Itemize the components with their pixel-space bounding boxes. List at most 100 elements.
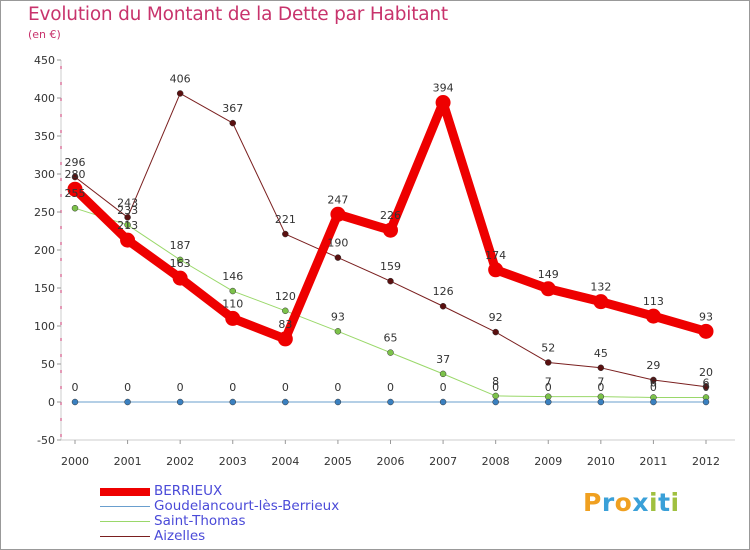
data-label: 6 bbox=[703, 376, 710, 389]
data-label: 394 bbox=[433, 82, 454, 95]
data-label: 174 bbox=[485, 249, 506, 262]
x-tick-label: 2012 bbox=[692, 455, 720, 468]
x-tick-label: 2011 bbox=[639, 455, 667, 468]
data-point bbox=[645, 308, 661, 324]
data-label: 0 bbox=[597, 381, 604, 394]
y-tick-label: 350 bbox=[34, 130, 55, 143]
data-point bbox=[492, 398, 499, 406]
data-label: 187 bbox=[170, 239, 191, 252]
data-point bbox=[650, 376, 657, 384]
data-label: 0 bbox=[650, 381, 657, 394]
data-point bbox=[488, 262, 504, 278]
logo-letter: t bbox=[658, 488, 671, 517]
data-label: 247 bbox=[327, 193, 348, 206]
legend-label: BERRIEUX bbox=[154, 483, 223, 499]
x-tick-label: 2000 bbox=[61, 455, 89, 468]
data-label: 0 bbox=[334, 381, 341, 394]
data-label: 159 bbox=[380, 260, 401, 273]
data-label: 149 bbox=[538, 268, 559, 281]
data-label: 367 bbox=[222, 102, 243, 115]
data-point bbox=[334, 398, 342, 406]
data-label: 7 bbox=[545, 376, 552, 389]
legend-label: Saint-Thomas bbox=[154, 513, 246, 529]
data-label: 0 bbox=[229, 381, 236, 394]
data-label: 255 bbox=[65, 187, 86, 200]
data-point bbox=[71, 204, 79, 212]
data-label: 213 bbox=[117, 219, 138, 232]
legend-swatch bbox=[100, 506, 150, 507]
logo-letter: P bbox=[583, 488, 602, 517]
data-point bbox=[702, 383, 710, 391]
data-label: 65 bbox=[384, 332, 398, 345]
data-point bbox=[71, 398, 79, 406]
x-tick-label: 2008 bbox=[482, 455, 510, 468]
data-label: 52 bbox=[541, 341, 555, 354]
y-tick-label: 150 bbox=[34, 282, 55, 295]
data-label: 280 bbox=[65, 168, 86, 181]
y-tick-label: 100 bbox=[34, 320, 55, 333]
data-label: 29 bbox=[646, 359, 660, 372]
x-tick-label: 2004 bbox=[271, 455, 299, 468]
y-tick-label: 200 bbox=[34, 244, 55, 257]
data-label: 406 bbox=[170, 72, 191, 85]
data-label: 93 bbox=[331, 310, 345, 323]
x-tick-label: 2005 bbox=[324, 455, 352, 468]
proxiti-logo: Proxiti bbox=[583, 488, 680, 517]
data-point bbox=[172, 270, 188, 286]
data-point bbox=[387, 398, 394, 406]
data-point bbox=[593, 294, 609, 310]
data-point bbox=[67, 181, 83, 197]
data-label: 243 bbox=[117, 196, 138, 209]
data-label: 233 bbox=[117, 204, 138, 217]
x-tick-label: 2001 bbox=[114, 455, 142, 468]
data-label: 146 bbox=[222, 270, 243, 283]
data-label: 226 bbox=[380, 209, 401, 222]
data-point bbox=[229, 119, 236, 127]
data-label: 0 bbox=[282, 381, 289, 394]
data-point bbox=[540, 281, 556, 297]
data-point bbox=[330, 206, 346, 222]
logo-letter: i bbox=[670, 488, 680, 517]
legend-swatch bbox=[100, 488, 150, 496]
data-label: 0 bbox=[492, 381, 499, 394]
data-point bbox=[71, 173, 79, 181]
data-label: 93 bbox=[699, 310, 713, 323]
data-point bbox=[229, 287, 236, 295]
data-label: 0 bbox=[177, 381, 184, 394]
data-point bbox=[120, 232, 136, 248]
x-tick-label: 2007 bbox=[429, 455, 457, 468]
data-point bbox=[439, 398, 447, 406]
y-tick-label: 450 bbox=[34, 54, 55, 67]
y-tick-label: 250 bbox=[34, 206, 55, 219]
data-point bbox=[439, 302, 447, 310]
logo-letter: i bbox=[649, 488, 659, 517]
data-label: 113 bbox=[643, 295, 664, 308]
data-label: 37 bbox=[436, 353, 450, 366]
chart-plot: 296 243 406 367 221 190 159 126 92 52 45 29 20 255 233… bbox=[65, 72, 714, 406]
data-point bbox=[229, 398, 236, 406]
x-tick-label: 2003 bbox=[219, 455, 247, 468]
data-point bbox=[176, 256, 184, 264]
data-label: 0 bbox=[440, 381, 447, 394]
data-point bbox=[225, 310, 241, 326]
legend-swatch bbox=[100, 536, 150, 537]
logo-letter: o bbox=[614, 488, 633, 517]
data-point bbox=[334, 328, 342, 335]
logo-letter: x bbox=[632, 488, 649, 517]
data-point bbox=[597, 398, 605, 406]
data-point bbox=[702, 398, 710, 406]
y-tick-label: 400 bbox=[34, 92, 55, 105]
data-label: 0 bbox=[72, 381, 79, 394]
data-point bbox=[282, 398, 289, 406]
chart-subtitle: (en €) bbox=[28, 28, 61, 41]
data-label: 7 bbox=[597, 376, 604, 389]
data-point bbox=[383, 222, 398, 238]
data-point bbox=[650, 398, 657, 406]
data-point bbox=[698, 323, 714, 339]
chart-title: Evolution du Montant de la Dette par Hab… bbox=[28, 4, 448, 25]
data-label: 163 bbox=[170, 257, 191, 270]
data-label: 6 bbox=[650, 376, 657, 389]
legend-label: Goudelancourt-lès-Berrieux bbox=[154, 498, 340, 514]
